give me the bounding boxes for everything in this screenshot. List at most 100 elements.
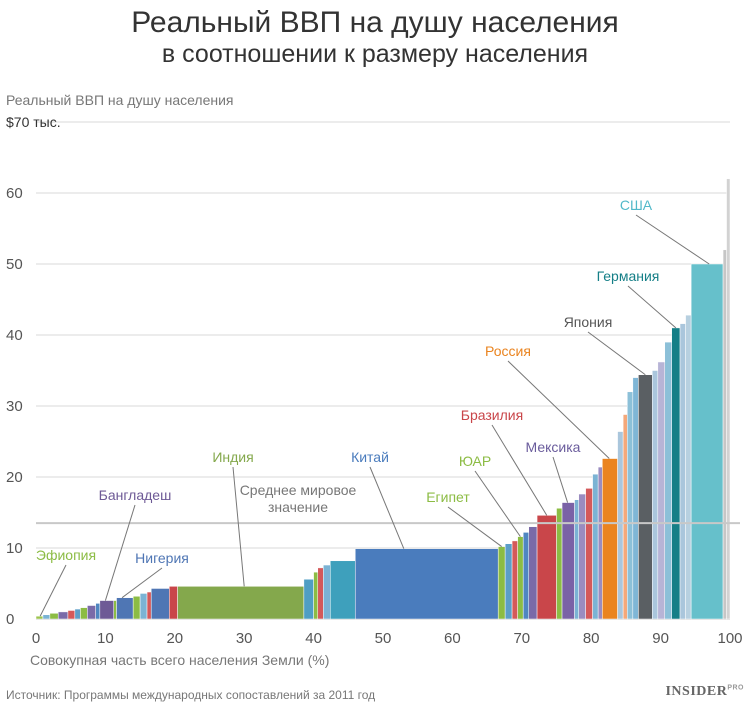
bar	[49, 613, 59, 620]
leader-line	[104, 504, 136, 601]
bar	[597, 466, 603, 620]
country-label: Бразилия	[461, 407, 523, 423]
bar	[317, 567, 324, 620]
bar	[617, 431, 624, 620]
bar	[685, 314, 692, 620]
leader-line	[587, 331, 646, 376]
bar	[330, 560, 356, 620]
country-label: США	[620, 197, 653, 213]
bar	[622, 414, 628, 620]
bar	[99, 600, 114, 620]
x-tick-label: 20	[166, 630, 183, 647]
bar	[116, 597, 134, 620]
x-tick-label: 70	[513, 630, 530, 647]
bar	[42, 614, 51, 620]
bar	[722, 249, 727, 620]
y-tick-label: 0	[6, 611, 14, 628]
x-tick-label: 50	[375, 630, 392, 647]
leader-line	[369, 466, 405, 549]
bar	[497, 546, 506, 620]
leader-line	[507, 360, 610, 459]
bar	[679, 323, 686, 620]
bar	[139, 593, 148, 620]
leader-line	[627, 285, 677, 329]
bar	[35, 615, 44, 620]
x-tick-labels: 0 10 20 30 40 50 60 70 80 90 100	[32, 630, 743, 647]
x-tick-label: 40	[305, 630, 322, 647]
x-tick-label: 100	[717, 630, 742, 647]
bar	[652, 370, 659, 620]
bar	[95, 603, 101, 620]
bar	[664, 341, 672, 620]
y-tick-label: $70 тыс.	[6, 114, 61, 130]
leader-line	[121, 567, 163, 599]
bar	[132, 596, 141, 620]
country-label: Бангладеш	[99, 487, 172, 503]
country-label: Германия	[597, 268, 660, 284]
country-label: Индия	[212, 449, 253, 465]
y-tick-label: 20	[6, 469, 23, 486]
bar	[150, 588, 170, 620]
y-axis-label: Реальный ВВП на душу населения	[6, 92, 234, 108]
x-tick-label: 10	[97, 630, 114, 647]
x-tick-label: 80	[583, 630, 600, 647]
bar	[168, 586, 178, 620]
country-label: Мексика	[526, 439, 581, 455]
world-average-line-group: Среднее мировое значение	[36, 482, 740, 525]
world-average-label: Среднее мировое значение	[240, 482, 357, 515]
country-label: Египет	[426, 489, 470, 505]
bar	[556, 507, 563, 620]
bar	[522, 532, 529, 620]
y-tick-label: 40	[6, 327, 23, 344]
bar	[504, 543, 513, 620]
bar	[511, 540, 518, 620]
bar	[638, 374, 653, 620]
leader-line	[635, 214, 710, 265]
bar	[528, 526, 538, 620]
bar	[632, 377, 639, 620]
bar	[602, 458, 618, 620]
bar	[536, 515, 557, 620]
y-tick-labels: 0 10 20 30 40 50 60 $70 тыс.	[6, 114, 61, 628]
bar	[592, 473, 599, 620]
bar	[517, 536, 524, 620]
x-tick-label: 0	[32, 630, 40, 647]
leader-line	[39, 564, 67, 617]
country-label: Нигерия	[135, 550, 189, 566]
bar	[74, 608, 81, 620]
x-axis-label: Совокупная часть всего населения Земли (…	[30, 652, 330, 668]
bar	[726, 178, 731, 620]
x-tick-label: 30	[236, 630, 253, 647]
bar	[57, 611, 69, 620]
bar	[177, 586, 305, 620]
bar	[585, 488, 593, 620]
bar	[113, 600, 117, 620]
y-tick-label: 30	[6, 398, 23, 415]
bar	[561, 502, 575, 620]
brand-logo: INSIDERPRO	[665, 684, 744, 699]
country-label: ЮАР	[459, 453, 491, 469]
bar	[671, 327, 681, 620]
y-tick-label: 50	[6, 256, 23, 273]
bar	[578, 493, 586, 620]
leader-line	[552, 456, 569, 503]
bar	[67, 610, 76, 620]
bar	[87, 605, 96, 620]
chart-subtitle: в соотношении к размеру населения	[161, 40, 589, 68]
bar	[313, 571, 319, 620]
bar	[627, 391, 634, 620]
bar	[303, 578, 314, 620]
x-tick-label: 90	[652, 630, 669, 647]
country-label: Китай	[351, 449, 389, 465]
country-label: Япония	[564, 314, 613, 330]
leader-line	[447, 506, 502, 547]
bar	[354, 548, 499, 620]
bar	[657, 361, 666, 620]
bar	[574, 499, 579, 620]
leader-lines	[39, 214, 710, 617]
bar	[323, 564, 331, 620]
bar	[690, 263, 724, 620]
bar	[80, 607, 88, 620]
